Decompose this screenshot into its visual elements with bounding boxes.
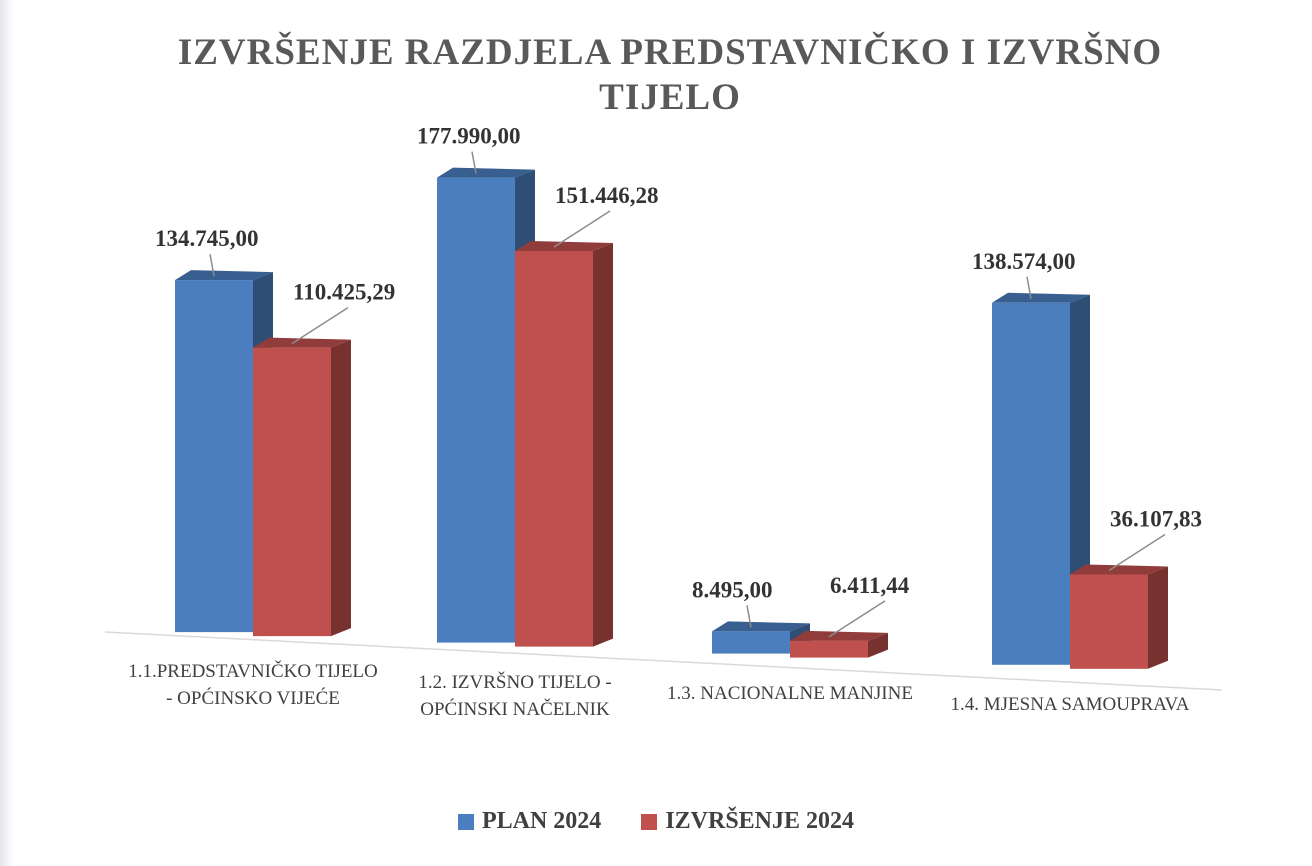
bar-front bbox=[712, 631, 790, 654]
value-label: 151.446,28 bbox=[555, 183, 659, 208]
bar-top bbox=[515, 240, 613, 251]
baseline bbox=[104, 631, 1223, 691]
value-label: 8.495,00 bbox=[692, 577, 773, 602]
x-tick-label: 1.1.PREDSTAVNIČKO TIJELO - OPĆINSKO VIJE… bbox=[128, 661, 378, 710]
value-label: 110.425,29 bbox=[293, 280, 395, 305]
bar-top bbox=[253, 337, 351, 348]
value-label: 36.107,83 bbox=[1110, 506, 1202, 531]
leader-line bbox=[1108, 533, 1166, 572]
leader-line bbox=[828, 600, 886, 638]
legend-label: IZVRŠENJE 2024 bbox=[665, 808, 855, 834]
bar-top bbox=[175, 270, 273, 281]
bar-front bbox=[253, 347, 331, 637]
bar-top bbox=[1070, 564, 1168, 575]
legend-label: PLAN 2024 bbox=[481, 808, 602, 834]
value-label: 177.990,00 bbox=[417, 124, 521, 149]
bar-top bbox=[712, 621, 810, 632]
legend: PLAN 2024 IZVRŠENJE 2024 bbox=[0, 808, 1312, 835]
legend-swatch bbox=[641, 813, 658, 830]
leader-line bbox=[746, 605, 752, 628]
bar bbox=[1070, 564, 1168, 669]
x-tick-label: 1.2. IZVRŠNO TIJELO - OPĆINSKI NAČELNIK bbox=[418, 671, 612, 720]
value-label: 134.745,00 bbox=[155, 226, 259, 251]
bar-top bbox=[992, 292, 1090, 303]
leader-line bbox=[553, 210, 611, 248]
leader-line bbox=[209, 253, 215, 277]
bar bbox=[790, 630, 888, 658]
legend-item: PLAN 2024 bbox=[457, 808, 602, 835]
x-tick-label: 1.3. NACIONALNE MANJINE bbox=[667, 682, 913, 704]
bar-front bbox=[437, 177, 515, 643]
value-label: 6.411,44 bbox=[830, 573, 910, 598]
bar-front bbox=[515, 250, 593, 647]
bar-front bbox=[992, 302, 1070, 665]
bar-front bbox=[175, 280, 253, 633]
bar-side bbox=[1148, 566, 1168, 669]
bar-top bbox=[437, 167, 535, 178]
bar bbox=[515, 240, 613, 647]
legend-swatch bbox=[457, 813, 474, 830]
value-label: 138.574,00 bbox=[972, 249, 1076, 274]
leader-line bbox=[1026, 276, 1032, 299]
leader-line bbox=[471, 151, 477, 174]
legend-item: IZVRŠENJE 2024 bbox=[641, 808, 854, 835]
leader-line bbox=[291, 307, 349, 345]
x-tick-label: 1.4. MJESNA SAMOUPRAVA bbox=[950, 693, 1190, 715]
bar bbox=[253, 337, 351, 637]
bar-front bbox=[790, 640, 868, 658]
bar-top bbox=[790, 630, 888, 641]
bar-side bbox=[868, 632, 888, 658]
bar-front bbox=[1070, 574, 1148, 669]
bar-side bbox=[593, 242, 613, 647]
bar-side bbox=[331, 339, 351, 637]
chart-title: IZVRŠENJE RAZDJELA PREDSTAVNIČKO I IZVRŠ… bbox=[177, 32, 1163, 118]
